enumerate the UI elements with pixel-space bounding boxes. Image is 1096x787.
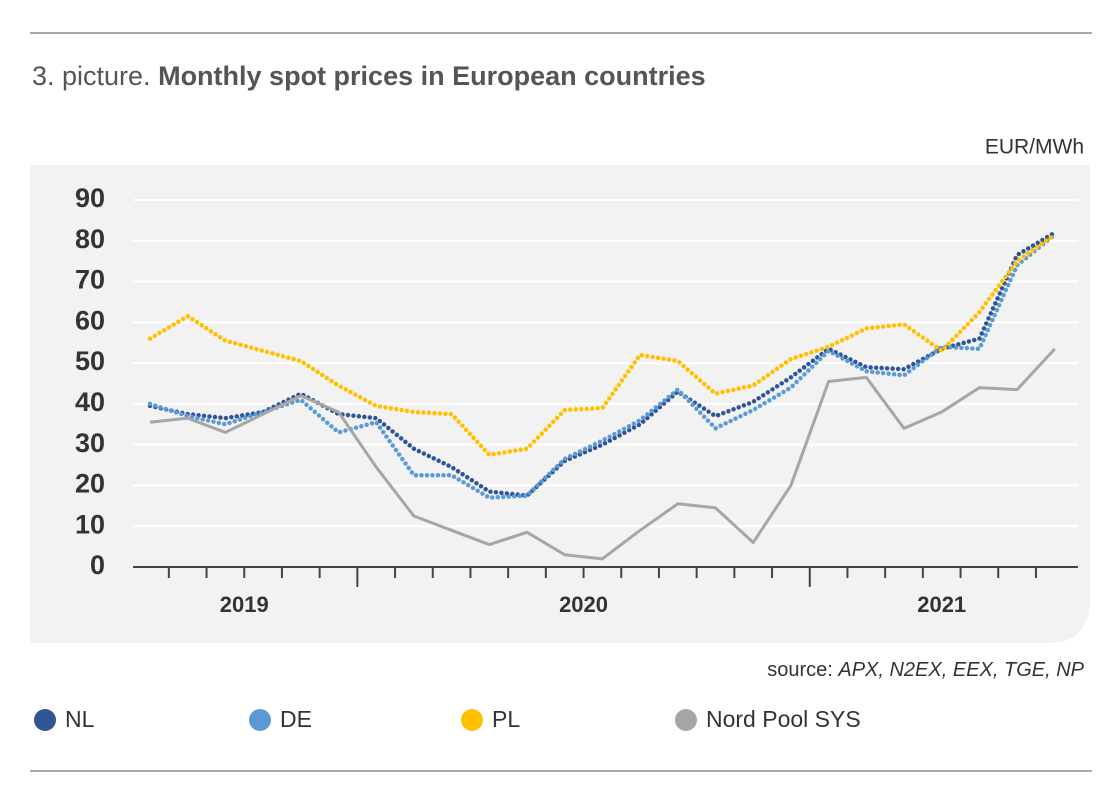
title-text: Monthly spot prices in European countrie… [158,61,706,91]
y-tick-label: 60 [75,305,105,335]
chart-title: 3. picture. Monthly spot prices in Europ… [32,61,706,91]
series-line [147,232,1058,458]
legend-marker [461,709,483,731]
legend-label: PL [492,706,520,732]
x-tick-label: 2021 [917,592,966,617]
y-tick-label: 40 [75,387,105,417]
y-tick-label: 30 [75,428,105,458]
series-line [147,232,1058,500]
source-note: source: APX, N2EX, EEX, TGE, NP [767,659,1084,681]
y-tick-label: 50 [75,346,105,376]
series-line [147,230,1058,498]
x-tick-label: 2020 [559,592,608,617]
y-tick-label: 70 [75,265,105,295]
legend-label: NL [65,706,95,732]
x-tick-label: 2019 [220,592,269,617]
source-text: APX, N2EX, EEX, TGE, NP [837,659,1084,681]
legend-label: DE [280,706,312,732]
y-tick-label: 10 [75,509,105,539]
y-tick-label: 0 [90,550,105,580]
y-tick-label: 20 [75,469,105,499]
legend-marker [249,709,271,731]
legend-marker [34,709,56,731]
y-tick-label: 80 [75,224,105,254]
unit-label: EUR/MWh [985,136,1084,159]
series-line [149,347,1056,561]
legend-label: Nord Pool SYS [706,706,861,732]
source-prefix: source: [767,659,833,681]
legend-marker [675,709,697,731]
y-tick-label: 90 [75,183,105,213]
title-prefix: 3. picture. [32,61,151,91]
